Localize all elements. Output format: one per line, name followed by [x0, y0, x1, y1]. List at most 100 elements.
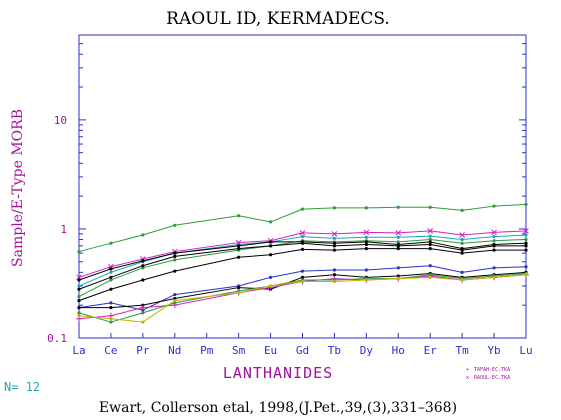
series-line-segment	[462, 249, 495, 254]
data-point	[141, 259, 145, 263]
data-point	[141, 311, 145, 315]
series-line-segment	[334, 240, 367, 243]
series-2	[76, 228, 529, 281]
data-point	[237, 244, 241, 248]
series-line-segment	[334, 274, 367, 278]
series-line-segment	[78, 271, 112, 287]
x-tick-label: Sm	[232, 344, 246, 357]
data-point	[428, 247, 432, 251]
plot-area: 0.1 1 10 La Ce Pr Nd Pm Sm Eu Gd Tb Dy Ho Er Tm Yb Lu	[47, 34, 533, 357]
series-line-segment	[238, 254, 271, 258]
series-line-segment	[366, 231, 399, 234]
data-point	[332, 248, 337, 252]
data-point	[524, 244, 528, 248]
series-line-segment	[302, 269, 335, 272]
series-line-segment	[494, 266, 527, 269]
series-line-segment	[334, 248, 367, 251]
data-point	[364, 268, 368, 272]
series-9	[77, 270, 528, 310]
series-line-segment	[270, 270, 303, 278]
sample-count: N= 12	[4, 380, 40, 394]
data-point	[492, 244, 496, 248]
data-point	[492, 248, 496, 252]
series-line-segment	[462, 276, 495, 281]
data-point	[396, 244, 400, 248]
data-point	[459, 232, 465, 238]
series-line-segment	[142, 304, 175, 309]
data-point	[427, 228, 434, 234]
series-line-segment	[270, 280, 303, 287]
data-point	[268, 220, 273, 224]
series-line-segment	[238, 245, 271, 250]
data-point	[395, 230, 402, 236]
data-point	[491, 229, 497, 236]
x-tick-label: Lu	[519, 344, 532, 357]
data-point	[428, 205, 432, 209]
legend-marker: x	[466, 375, 469, 381]
series-line-segment	[334, 278, 367, 281]
series-line-segment	[270, 242, 303, 247]
series-line-segment	[302, 242, 335, 247]
data-point	[460, 278, 464, 282]
series-line-segment	[398, 265, 431, 269]
data-point	[268, 275, 273, 279]
data-point	[173, 223, 177, 227]
series-line-segment	[398, 276, 431, 280]
data-point	[524, 237, 528, 242]
series-line-segment	[142, 270, 175, 281]
series-line-segment	[398, 273, 431, 277]
data-point	[268, 253, 273, 257]
x-tick-label: Ho	[392, 344, 405, 357]
series-line-segment	[366, 275, 399, 278]
data-point	[428, 242, 432, 247]
data-point	[492, 266, 496, 270]
series-line-segment	[334, 236, 367, 239]
series-line-segment	[270, 208, 303, 223]
series-line-segment	[494, 203, 527, 207]
data-point	[77, 314, 81, 318]
series-line-segment	[302, 240, 335, 243]
source-credit: Ewart, Collerson etal, 1998,(J.Pet.,39,(…	[99, 400, 457, 416]
series-line-segment	[302, 232, 335, 235]
series-6	[77, 241, 528, 291]
data-point	[364, 206, 368, 210]
data-point	[300, 241, 305, 245]
series-line-segment	[334, 243, 367, 247]
series-line-segment	[174, 215, 239, 226]
series-line-segment	[494, 274, 527, 278]
x-tick-label: Tb	[328, 344, 341, 357]
series-line-segment	[110, 234, 143, 244]
legend: + TAFAH-EC.TKA x RAOUL-EC.TKA	[466, 367, 510, 381]
series-line-segment	[142, 259, 175, 269]
series-line-segment	[238, 241, 271, 247]
data-point	[428, 275, 432, 279]
series-line-segment	[110, 318, 143, 323]
series-line-segment	[366, 267, 399, 271]
data-point	[299, 230, 306, 236]
series-line-segment	[78, 279, 112, 297]
series-line-segment	[174, 249, 239, 261]
data-point	[237, 285, 241, 290]
data-point	[428, 234, 432, 238]
series-line-segment	[366, 240, 399, 243]
y-axis-label: Sample/E-Type MORB	[10, 109, 26, 267]
series-line-segment	[174, 245, 239, 254]
series-line-segment	[462, 274, 495, 278]
series-line-segment	[334, 241, 367, 244]
x-tick-label: Pm	[200, 344, 214, 357]
data-point	[300, 275, 305, 279]
data-point	[364, 242, 368, 247]
series-line-segment	[110, 258, 143, 268]
series-line-segment	[430, 230, 463, 236]
data-point	[77, 287, 81, 291]
series-7	[77, 247, 528, 303]
data-point	[173, 258, 177, 262]
series-line-segment	[462, 243, 495, 250]
data-point	[428, 237, 432, 242]
x-tick-label: Tm	[456, 344, 470, 357]
data-point	[77, 249, 81, 254]
data-point	[139, 304, 146, 311]
series-line-segment	[366, 206, 399, 209]
data-point	[396, 247, 400, 251]
